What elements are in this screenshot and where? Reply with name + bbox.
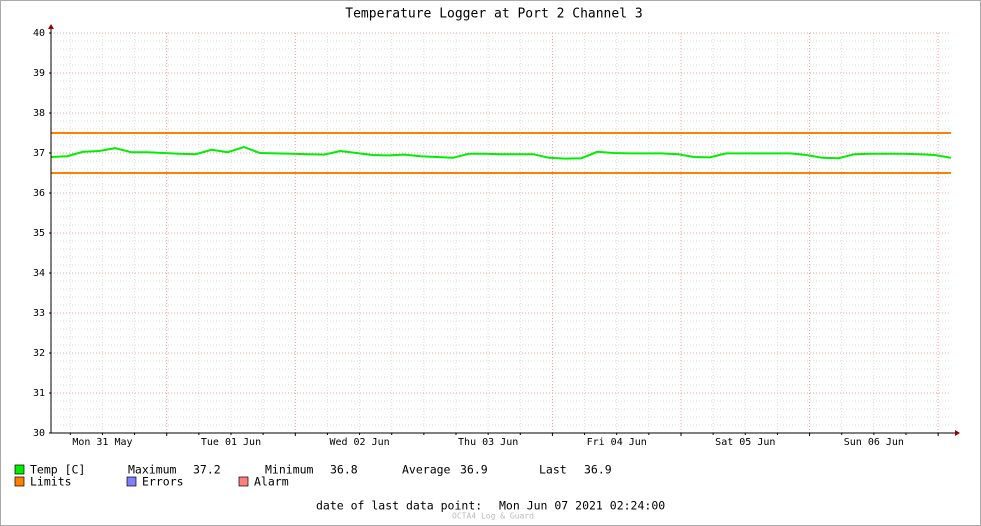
last-point-label: date of last data point: <box>316 499 482 513</box>
chart-title: Temperature Logger at Port 2 Channel 3 <box>345 7 642 22</box>
y-tick-label: 39 <box>33 68 45 79</box>
x-tick-label: Mon 31 May <box>72 437 132 448</box>
x-tick-label: Wed 02 Jun <box>329 437 389 448</box>
y-arrow <box>48 24 54 29</box>
x-arrow <box>955 430 960 436</box>
y-tick-label: 31 <box>33 388 45 399</box>
legend-label: Errors <box>142 475 184 489</box>
stat-label: Last <box>539 463 567 477</box>
legend-swatch <box>14 464 25 475</box>
y-tick-label: 36 <box>33 188 45 199</box>
legend-label: Temp [C] <box>30 463 85 477</box>
stat-value: 36.9 <box>460 463 488 477</box>
x-tick-label: Tue 01 Jun <box>201 437 261 448</box>
y-tick-label: 40 <box>33 28 45 39</box>
x-tick-label: Fri 04 Jun <box>587 437 647 448</box>
legend-swatch <box>238 476 249 487</box>
axes <box>48 24 960 436</box>
x-tick-label: Sat 05 Jun <box>715 437 775 448</box>
last-point: Mon Jun 07 2021 02:24:00 <box>499 499 665 513</box>
stat-label: Average <box>402 463 451 477</box>
x-tick-label: Sun 06 Jun <box>844 437 904 448</box>
y-tick-label: 32 <box>33 348 45 359</box>
legend-label: Alarm <box>254 475 289 489</box>
stat-value: 36.9 <box>584 463 612 477</box>
legend-swatch <box>14 476 25 487</box>
series-line <box>50 145 952 160</box>
footer: OCTA4 Log & Guard <box>452 512 534 521</box>
y-tick-label: 30 <box>33 428 45 439</box>
stat-value: 37.2 <box>193 463 221 477</box>
stat-label: Maximum <box>128 463 177 477</box>
y-tick-label: 33 <box>33 308 45 319</box>
legend-label: Limits <box>30 475 72 489</box>
stat-value: 36.8 <box>330 463 358 477</box>
marks <box>50 132 952 174</box>
stat-label: Minimum <box>265 463 314 477</box>
y-tick-label: 34 <box>33 268 45 279</box>
x-tick-label: Thu 03 Jun <box>458 437 518 448</box>
y-tick-label: 37 <box>33 148 45 159</box>
y-tick-label: 38 <box>33 108 45 119</box>
y-tick-label: 35 <box>33 228 45 239</box>
legend-swatch <box>126 476 137 487</box>
